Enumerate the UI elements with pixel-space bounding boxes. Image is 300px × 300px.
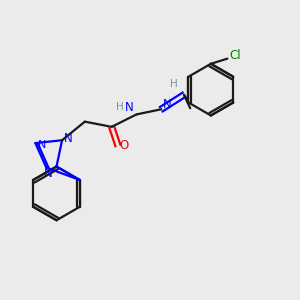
Text: N: N	[64, 132, 73, 145]
Text: H: H	[170, 80, 178, 89]
Text: N: N	[125, 101, 134, 114]
Text: N: N	[38, 140, 46, 150]
Text: H: H	[116, 102, 124, 112]
Text: N: N	[44, 167, 53, 180]
Text: N: N	[163, 98, 172, 111]
Text: O: O	[119, 139, 129, 152]
Text: Cl: Cl	[230, 49, 242, 62]
